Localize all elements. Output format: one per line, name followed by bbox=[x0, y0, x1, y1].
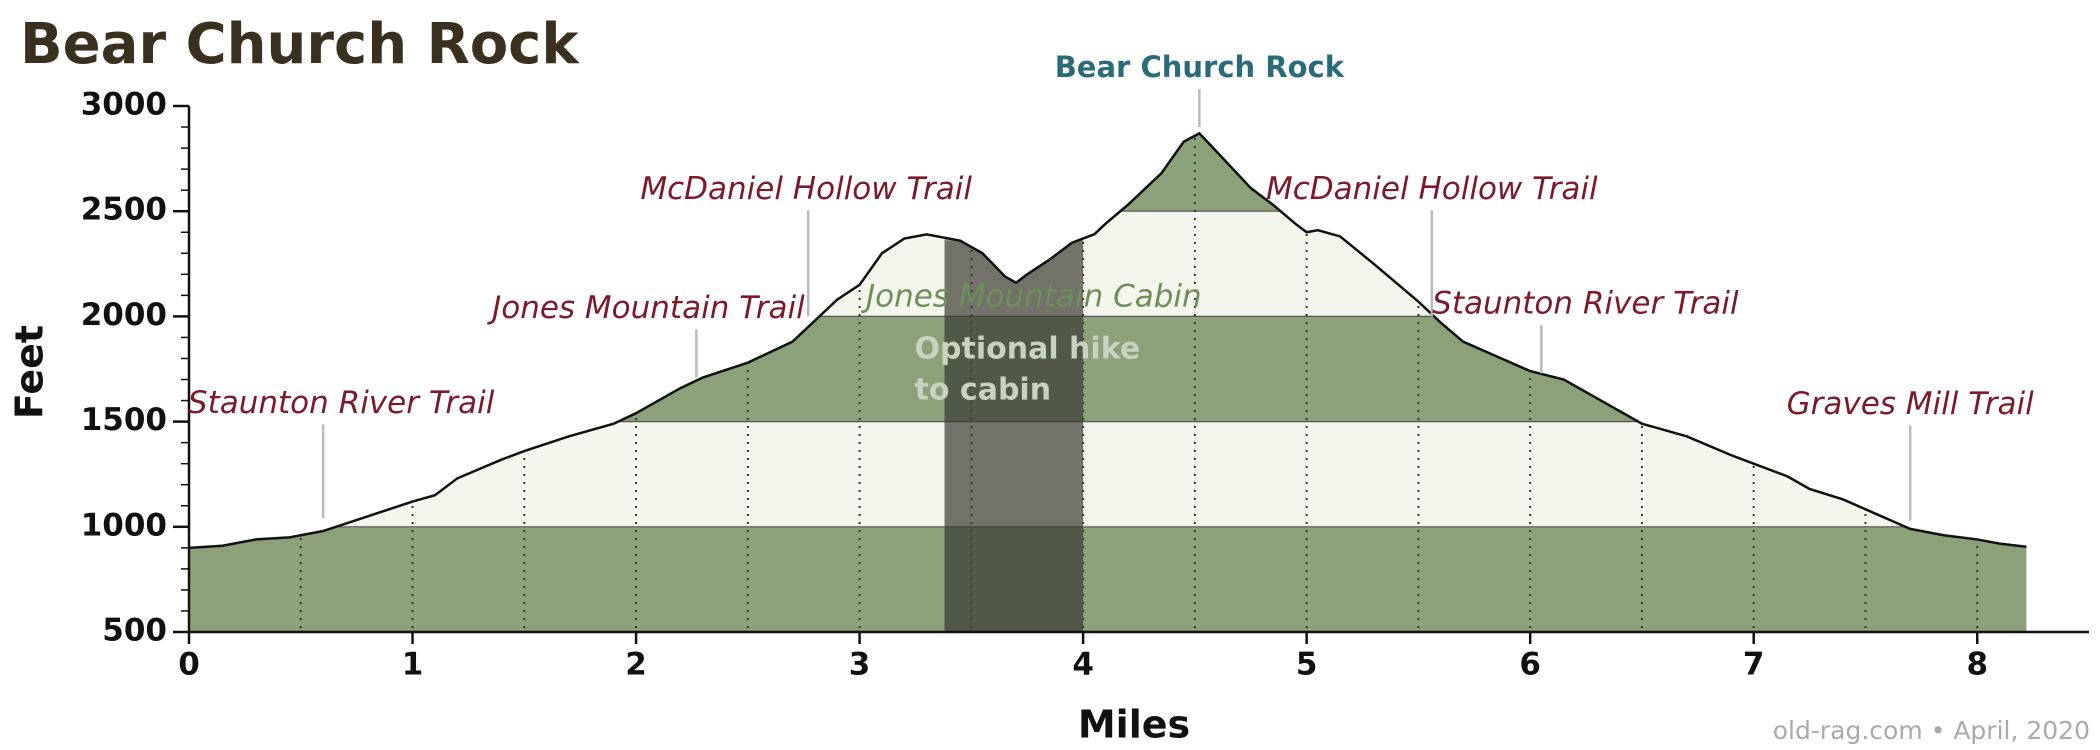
y-tick-label: 500 bbox=[102, 613, 167, 649]
y-tick-label: 1000 bbox=[81, 507, 167, 543]
x-tick-label: 3 bbox=[849, 647, 871, 683]
optional-label: to cabin bbox=[915, 373, 1052, 408]
annotation-label: McDaniel Hollow Trail bbox=[640, 171, 972, 207]
annotation-label: Graves Mill Trail bbox=[1787, 386, 2035, 422]
y-tick-label: 3000 bbox=[81, 87, 167, 123]
y-tick-label: 2000 bbox=[81, 297, 167, 333]
annotation-label: Staunton River Trail bbox=[188, 385, 495, 421]
x-axis-title: Miles bbox=[1078, 703, 1190, 747]
optional-label: Optional hike bbox=[915, 332, 1141, 367]
y-tick-label: 1500 bbox=[81, 402, 167, 438]
x-tick-label: 4 bbox=[1072, 647, 1094, 683]
x-tick-label: 1 bbox=[402, 647, 424, 683]
cabin-label: Jones Mountain Cabin bbox=[860, 279, 1202, 315]
elevation-band bbox=[189, 526, 2027, 632]
annotation-label: McDaniel Hollow Trail bbox=[1266, 171, 1598, 207]
annotation-label: Bear Church Rock bbox=[1055, 50, 1345, 84]
annotation-label: Jones Mountain Trail bbox=[486, 290, 805, 326]
annotation-label: Staunton River Trail bbox=[1432, 286, 1739, 322]
chart-title: Bear Church Rock bbox=[20, 12, 580, 77]
x-tick-label: 8 bbox=[1966, 647, 1988, 683]
x-tick-label: 5 bbox=[1296, 647, 1318, 683]
elevation-line bbox=[188, 131, 2027, 550]
credit: old-rag.com • April, 2020 bbox=[1773, 716, 2090, 745]
y-tick-label: 2500 bbox=[81, 192, 167, 228]
y-axis-title: Feet bbox=[8, 325, 52, 419]
x-tick-label: 7 bbox=[1743, 647, 1765, 683]
elevation-band bbox=[189, 421, 2027, 527]
x-tick-label: 2 bbox=[625, 647, 647, 683]
x-tick-label: 6 bbox=[1519, 647, 1541, 683]
x-tick-label: 0 bbox=[178, 647, 200, 683]
optional-region bbox=[944, 240, 1084, 632]
area-fill bbox=[189, 133, 2027, 632]
